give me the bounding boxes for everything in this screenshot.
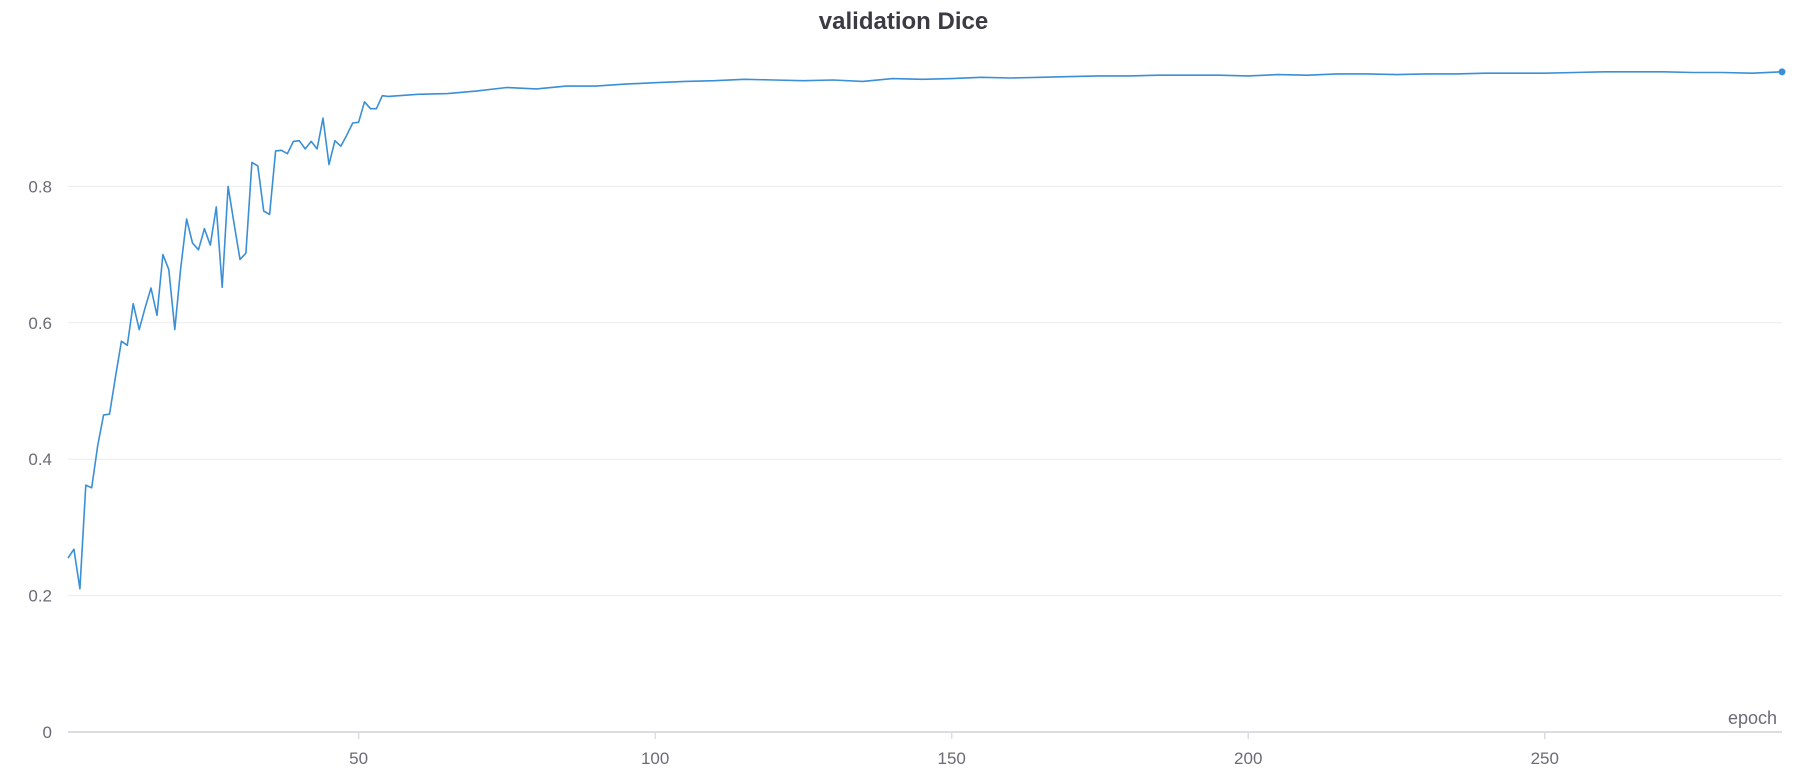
y-tick-label: 0.6 xyxy=(28,314,52,333)
grid-lines xyxy=(68,185,1782,597)
series-line xyxy=(67,71,1783,590)
chart-title: validation Dice xyxy=(818,8,989,35)
y-tick-label: 0.2 xyxy=(28,587,52,606)
x-tick-label: 50 xyxy=(349,749,368,768)
axes xyxy=(68,731,1782,739)
x-tick-label: 150 xyxy=(938,749,966,768)
x-tick-label: 100 xyxy=(641,749,669,768)
last-point-marker xyxy=(1778,68,1786,76)
y-tick-label: 0 xyxy=(43,723,52,742)
x-tick-label: 250 xyxy=(1531,749,1559,768)
x-axis-label: epoch xyxy=(1728,708,1777,728)
series-layer xyxy=(67,68,1786,590)
x-tick-label: 200 xyxy=(1234,749,1262,768)
y-tick-label: 0.8 xyxy=(28,177,52,196)
y-tick-label: 0.4 xyxy=(28,450,52,469)
tick-labels: 0 0.2 0.4 0.6 0.8 50 100 150 200 250 xyxy=(28,177,1559,768)
